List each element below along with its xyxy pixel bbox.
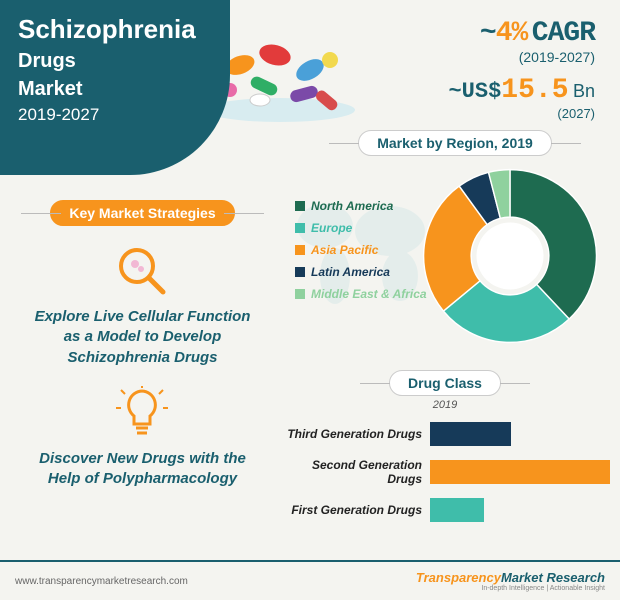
- strategy-text: Discover New Drugs with the Help of Poly…: [20, 449, 265, 490]
- title-years: 2019-2027: [18, 105, 212, 125]
- legend-item: North America: [295, 199, 427, 213]
- valuation-metric: ~US$15.5 Bn (2027): [448, 75, 595, 121]
- title-banner: Schizophrenia Drugs Market 2019-2027: [0, 0, 230, 175]
- title-line3: Market: [18, 78, 82, 100]
- legend-label: Latin America: [311, 265, 390, 279]
- legend-item: Asia Pacific: [295, 243, 427, 257]
- legend-swatch: [295, 245, 305, 255]
- region-section: Market by Region, 2019 North America Euro…: [300, 130, 610, 366]
- bar-row: Second Generation Drugs: [280, 457, 610, 487]
- strategy-text: Explore Live Cellular Function as a Mode…: [20, 307, 265, 368]
- legend-item: Europe: [295, 221, 427, 235]
- drug-class-title: Drug Class: [389, 370, 501, 396]
- bar-label: Second Generation Drugs: [280, 458, 430, 486]
- legend-label: North America: [311, 199, 393, 213]
- drug-class-section: Drug Class 2019 Third Generation Drugs Se…: [280, 370, 610, 533]
- drug-class-bars: Third Generation Drugs Second Generation …: [280, 419, 610, 525]
- magnifier-icon: [115, 244, 170, 299]
- title-line1: Schizophrenia: [18, 14, 196, 44]
- bar-fill: [430, 460, 610, 484]
- legend-item: Middle East & Africa: [295, 287, 427, 301]
- strategies-section: Key Market Strategies Explore Live Cellu…: [20, 200, 265, 489]
- footer-url: www.transparencymarketresearch.com: [15, 576, 188, 587]
- footer: www.transparencymarketresearch.com Trans…: [0, 560, 620, 600]
- bar-fill: [430, 498, 484, 522]
- cagr-value: 4%: [496, 18, 528, 49]
- cagr-period: (2019-2027): [480, 49, 595, 65]
- cagr-tilde: ~: [480, 18, 496, 49]
- legend-label: Middle East & Africa: [311, 287, 427, 301]
- lightbulb-icon: [115, 386, 170, 441]
- cagr-metric: ~4% CAGR (2019-2027): [480, 18, 595, 65]
- bar-row: First Generation Drugs: [280, 495, 610, 525]
- legend-swatch: [295, 223, 305, 233]
- region-legend: North America Europe Asia Pacific Latin Ame…: [295, 191, 427, 309]
- legend-item: Latin America: [295, 265, 427, 279]
- legend-swatch: [295, 289, 305, 299]
- drug-class-year: 2019: [280, 399, 610, 411]
- footer-tagline: In-depth Intelligence | Actionable Insig…: [416, 585, 605, 592]
- valuation-prefix: ~US$: [448, 79, 501, 104]
- bar-label: Third Generation Drugs: [280, 427, 430, 441]
- bar-fill: [430, 422, 511, 446]
- bar-label: First Generation Drugs: [280, 503, 430, 517]
- valuation-year: (2027): [448, 106, 595, 121]
- footer-logo: TransparencyMarket Research: [416, 570, 605, 585]
- valuation-suffix: Bn: [573, 81, 595, 101]
- region-title: Market by Region, 2019: [358, 130, 552, 156]
- bar-row: Third Generation Drugs: [280, 419, 610, 449]
- cagr-label: CAGR: [532, 18, 595, 49]
- region-donut-chart: [420, 166, 600, 346]
- strategies-title: Key Market Strategies: [50, 200, 234, 226]
- legend-label: Asia Pacific: [311, 243, 378, 257]
- legend-label: Europe: [311, 221, 352, 235]
- legend-swatch: [295, 201, 305, 211]
- valuation-value: 15.5: [501, 75, 568, 106]
- legend-swatch: [295, 267, 305, 277]
- title-line2: Drugs: [18, 50, 76, 72]
